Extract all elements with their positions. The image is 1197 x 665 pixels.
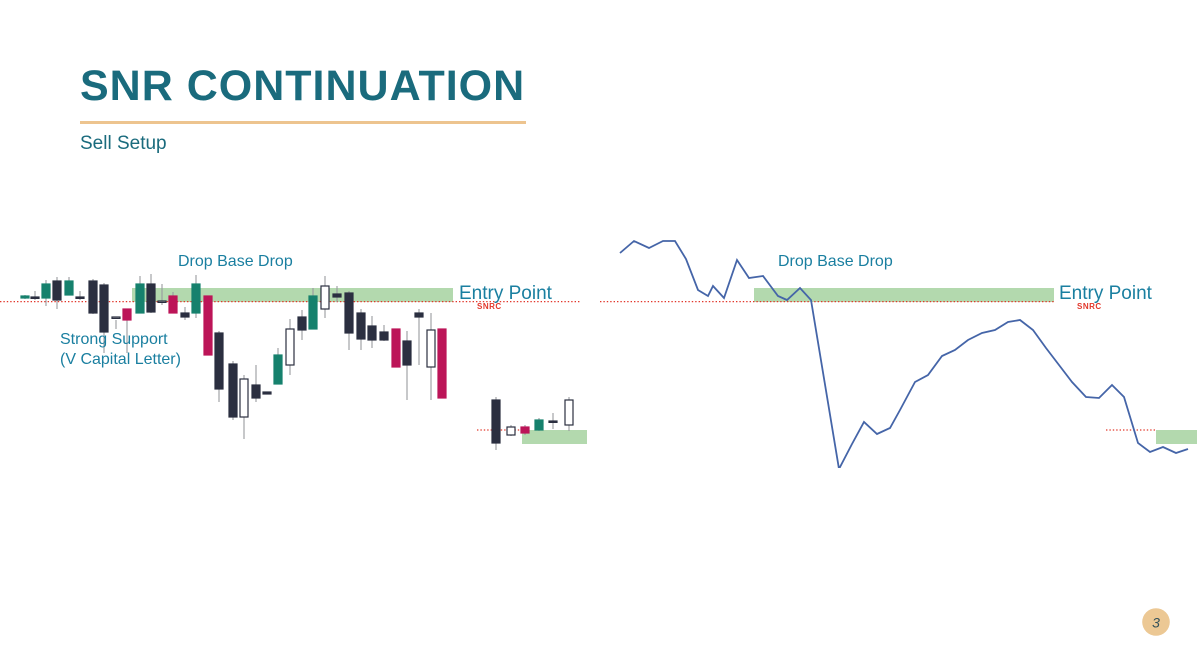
- svg-text:3: 3: [1152, 615, 1160, 631]
